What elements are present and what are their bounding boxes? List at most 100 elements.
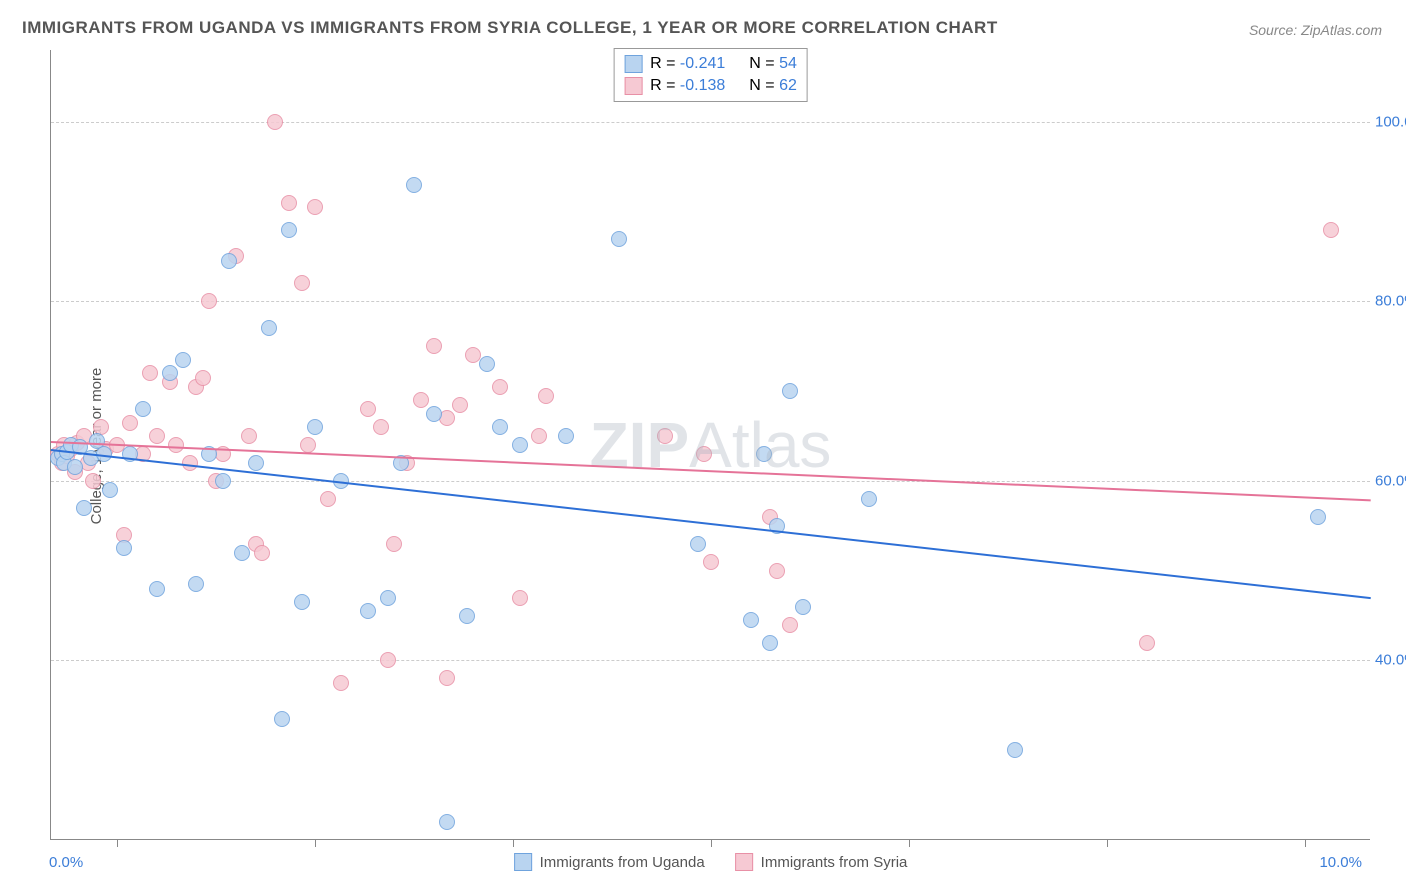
data-point [221, 253, 237, 269]
x-tick-mark [315, 839, 316, 847]
data-point [459, 608, 475, 624]
data-point [116, 540, 132, 556]
data-point [162, 365, 178, 381]
chart-area: ZIPAtlas R = -0.241N = 54R = -0.138N = 6… [50, 50, 1370, 840]
data-point [267, 114, 283, 130]
data-point [413, 392, 429, 408]
data-point [782, 383, 798, 399]
correlation-legend-row: R = -0.241N = 54 [624, 53, 797, 75]
data-point [168, 437, 184, 453]
data-point [234, 545, 250, 561]
data-point [149, 581, 165, 597]
data-point [307, 199, 323, 215]
y-tick-label: 80.0% [1375, 293, 1406, 310]
series-name: Immigrants from Syria [761, 854, 908, 871]
gridline-h [51, 301, 1370, 302]
x-tick-mark [117, 839, 118, 847]
gridline-h [51, 481, 1370, 482]
data-point [380, 652, 396, 668]
data-point [452, 397, 468, 413]
data-point [261, 320, 277, 336]
data-point [294, 275, 310, 291]
data-point [195, 370, 211, 386]
y-tick-label: 60.0% [1375, 472, 1406, 489]
data-point [360, 603, 376, 619]
data-point [1139, 635, 1155, 651]
data-point [307, 419, 323, 435]
data-point [135, 401, 151, 417]
data-point [281, 222, 297, 238]
legend-n-label: N = 62 [749, 77, 797, 95]
data-point [512, 590, 528, 606]
legend-r-label: R = -0.138 [650, 77, 725, 95]
data-point [188, 576, 204, 592]
data-point [1310, 509, 1326, 525]
x-axis-min-label: 0.0% [49, 854, 83, 871]
x-tick-mark [1107, 839, 1108, 847]
legend-swatch [514, 853, 532, 871]
y-tick-label: 40.0% [1375, 652, 1406, 669]
data-point [102, 482, 118, 498]
x-tick-mark [1305, 839, 1306, 847]
data-point [426, 338, 442, 354]
source-label: Source: ZipAtlas.com [1249, 22, 1382, 38]
data-point [769, 563, 785, 579]
data-point [743, 612, 759, 628]
data-point [696, 446, 712, 462]
data-point [762, 635, 778, 651]
chart-title: IMMIGRANTS FROM UGANDA VS IMMIGRANTS FRO… [22, 18, 998, 38]
data-point [492, 419, 508, 435]
data-point [611, 231, 627, 247]
legend-swatch [624, 77, 642, 95]
series-name: Immigrants from Uganda [540, 854, 705, 871]
gridline-h [51, 122, 1370, 123]
series-legend-item: Immigrants from Uganda [514, 853, 705, 871]
data-point [386, 536, 402, 552]
gridline-h [51, 660, 1370, 661]
data-point [861, 491, 877, 507]
data-point [360, 401, 376, 417]
data-point [538, 388, 554, 404]
data-point [142, 365, 158, 381]
data-point [122, 415, 138, 431]
data-point [756, 446, 772, 462]
data-point [439, 814, 455, 830]
data-point [380, 590, 396, 606]
data-point [76, 500, 92, 516]
x-tick-mark [909, 839, 910, 847]
data-point [795, 599, 811, 615]
data-point [175, 352, 191, 368]
data-point [492, 379, 508, 395]
x-axis-max-label: 10.0% [1319, 854, 1362, 871]
data-point [479, 356, 495, 372]
legend-swatch [624, 55, 642, 73]
data-point [333, 675, 349, 691]
legend-n-label: N = 54 [749, 55, 797, 73]
data-point [373, 419, 389, 435]
data-point [241, 428, 257, 444]
legend-swatch [735, 853, 753, 871]
data-point [149, 428, 165, 444]
data-point [85, 473, 101, 489]
data-point [215, 473, 231, 489]
correlation-legend-row: R = -0.138 N = 62 [624, 75, 797, 97]
data-point [657, 428, 673, 444]
data-point [1323, 222, 1339, 238]
data-point [274, 711, 290, 727]
data-point [67, 459, 83, 475]
data-point [201, 293, 217, 309]
data-point [320, 491, 336, 507]
data-point [426, 406, 442, 422]
x-tick-mark [711, 839, 712, 847]
data-point [281, 195, 297, 211]
series-legend-item: Immigrants from Syria [735, 853, 908, 871]
data-point [558, 428, 574, 444]
data-point [294, 594, 310, 610]
data-point [512, 437, 528, 453]
data-point [254, 545, 270, 561]
series-legend: Immigrants from Uganda Immigrants from Sy… [514, 853, 908, 871]
data-point [248, 455, 264, 471]
data-point [703, 554, 719, 570]
x-tick-mark [513, 839, 514, 847]
y-tick-label: 100.0% [1375, 113, 1406, 130]
